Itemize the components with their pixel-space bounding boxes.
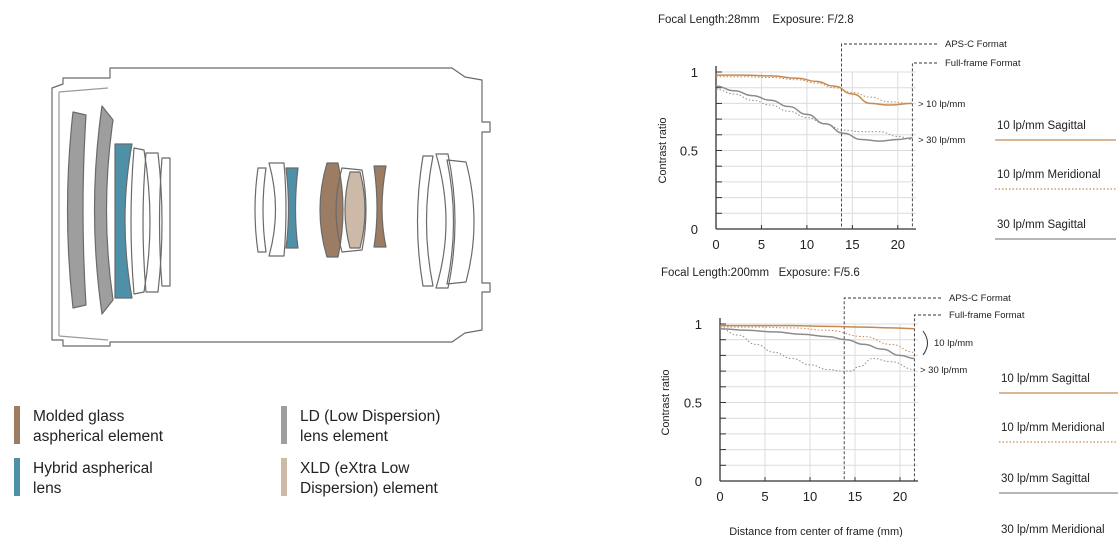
x-tick-label: 20 [893, 489, 907, 504]
barrel-outline [51, 67, 491, 347]
series-line-10-lp-mm-meridional [720, 326, 915, 353]
series-key-label: 30 lp/mm Meridional [1001, 524, 1105, 536]
lens-element-mid-2 [268, 162, 287, 257]
barrel-inner-line [58, 87, 109, 341]
series-line-10-lp-mm-sagittal [719, 324, 915, 330]
legend-swatch [14, 406, 20, 444]
series-key-label: 10 lp/mm Meridional [1001, 422, 1105, 434]
x-tick-label: 0 [716, 489, 723, 504]
x-tick-label: 15 [845, 237, 859, 252]
lens-element-molded-1 [319, 162, 344, 258]
format-marker-label: APS-C Format [945, 39, 1007, 50]
format-marker-label: Full-frame Format [945, 58, 1021, 69]
y-tick-label: 0.5 [680, 144, 698, 159]
element-legend: Molded glass aspherical element Hybrid asp… [14, 406, 440, 497]
y-axis-title: Contrast ratio [657, 117, 669, 183]
x-axis-title: Distance from center of frame (mm) [729, 526, 903, 537]
legend-label-line2: aspherical element [33, 428, 164, 445]
x-tick-label: 20 [891, 237, 905, 252]
lens-element-front-3 [130, 147, 151, 295]
lens-element-front-4 [142, 152, 163, 293]
series-key-label: 30 lp/mm Sagittal [1001, 473, 1090, 485]
x-tick-label: 10 [800, 237, 814, 252]
y-tick-label: 0.5 [684, 396, 702, 411]
series-line-10-lp-mm-sagittal [716, 74, 913, 106]
chart-header: Focal Length:200mm Exposure: F/5.6 [661, 267, 860, 279]
legend-label-line1: XLD (eXtra Low [300, 460, 410, 477]
legend-label-line1: Molded glass [33, 408, 125, 425]
y-tick-label: 1 [695, 317, 702, 332]
lens-construction-diagram [51, 67, 491, 347]
x-tick-label: 10 [803, 489, 817, 504]
group-brace [922, 330, 928, 356]
lens-element-rear-1 [416, 155, 434, 287]
y-tick-label: 0 [695, 474, 702, 489]
group-label: > 30 lp/mm [920, 365, 967, 376]
group-label: > 10 lp/mm [918, 99, 965, 110]
lens-element-front-5 [158, 157, 171, 287]
y-tick-label: 0 [691, 222, 698, 237]
y-axis-title: Contrast ratio [660, 369, 672, 435]
legend-label-line2: Dispersion) element [300, 480, 439, 497]
format-marker-line [841, 43, 937, 229]
lens-element-ld-2 [93, 105, 114, 315]
format-marker-line [913, 314, 941, 481]
lens-element-rear-3 [446, 159, 475, 285]
lens-element-mid-1 [254, 167, 267, 253]
legend-swatch [281, 406, 287, 444]
group-label: 10 lp/mm [934, 338, 973, 349]
chart-header: Focal Length:28mm Exposure: F/2.8 [658, 14, 854, 26]
legend-label-line1: LD (Low Dispersion) [300, 408, 440, 425]
legend-label-line2: lens [33, 480, 62, 497]
x-tick-label: 5 [761, 489, 768, 504]
lens-element-xld [344, 171, 366, 249]
series-line-30-lp-mm-meridional [715, 88, 913, 140]
series-key-label: 10 lp/mm Sagittal [1001, 373, 1090, 385]
lens-element-hybrid-2 [285, 167, 299, 249]
legend-label-line2: lens element [300, 428, 389, 445]
legend-label-line1: Hybrid aspherical [33, 460, 153, 477]
y-tick-label: 1 [691, 65, 698, 80]
series-key-label: 10 lp/mm Meridional [997, 169, 1101, 181]
mtf-chart-28mm: Focal Length:28mm Exposure: F/2.80 5 10 15 2… [657, 14, 1116, 252]
format-marker-line [843, 297, 941, 481]
lens-element-hybrid-1 [114, 143, 133, 299]
group-label: > 30 lp/mm [918, 135, 965, 146]
format-marker-line [911, 62, 937, 229]
lens-element-rear-2 [435, 153, 456, 289]
lens-element-ld-1 [66, 111, 87, 309]
mtf-chart-200mm: Focal Length:200mm Exposure: F/5.60 5 10 15… [660, 267, 1118, 537]
series-line-30-lp-mm-sagittal [715, 85, 913, 142]
lens-element-mid-4 [335, 167, 367, 253]
legend-swatch [14, 458, 20, 496]
format-marker-label: APS-C Format [949, 293, 1011, 304]
x-tick-label: 15 [848, 489, 862, 504]
format-marker-label: Full-frame Format [949, 310, 1025, 321]
x-tick-label: 0 [712, 237, 719, 252]
series-key-label: 10 lp/mm Sagittal [997, 120, 1086, 132]
series-key-label: 30 lp/mm Sagittal [997, 219, 1086, 231]
x-tick-label: 5 [758, 237, 765, 252]
series-line-30-lp-mm-sagittal [719, 327, 915, 360]
lens-element-molded-2 [373, 165, 387, 248]
legend-swatch [281, 458, 287, 496]
